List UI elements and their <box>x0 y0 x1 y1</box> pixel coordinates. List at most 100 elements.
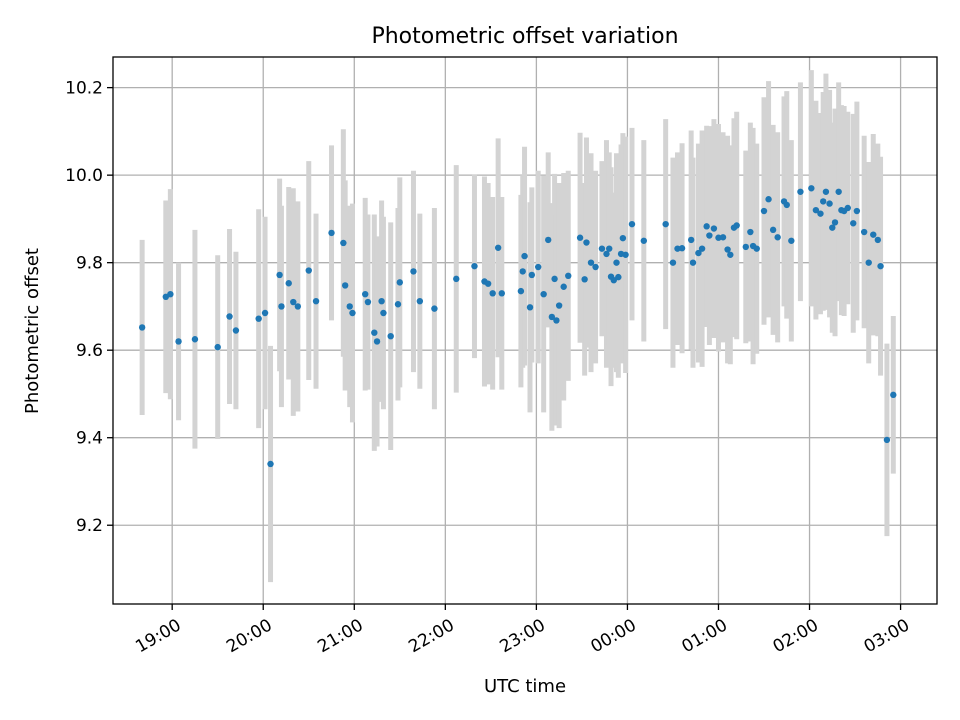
data-point <box>733 222 740 229</box>
y-tick-label: 9.4 <box>76 429 103 449</box>
data-point <box>619 234 627 242</box>
data-point <box>835 188 842 195</box>
data-point <box>853 207 861 215</box>
data-point <box>583 239 590 246</box>
data-point <box>613 259 620 266</box>
data-point <box>765 196 772 203</box>
data-point <box>519 268 526 275</box>
data-point <box>346 303 353 310</box>
data-point <box>396 279 404 286</box>
data-point <box>232 327 240 334</box>
data-point <box>592 263 599 271</box>
data-point <box>545 236 552 244</box>
data-point <box>727 251 734 258</box>
data-point <box>416 297 424 305</box>
data-point <box>565 272 572 279</box>
y-tick-label: 9.8 <box>76 254 103 274</box>
data-point <box>555 302 563 309</box>
chart-title: Photometric offset variation <box>371 24 678 49</box>
data-point <box>603 250 610 258</box>
data-point <box>747 228 754 236</box>
data-point <box>255 315 262 322</box>
y-tick-label: 10.0 <box>65 166 103 186</box>
data-point <box>689 259 697 266</box>
data-point <box>528 271 536 279</box>
data-point <box>640 237 648 244</box>
data-point <box>278 303 285 310</box>
data-point <box>276 271 283 279</box>
data-point <box>498 290 505 297</box>
data-points <box>138 185 897 468</box>
data-point <box>870 231 877 238</box>
data-point <box>877 262 884 270</box>
data-point <box>724 246 731 253</box>
data-point <box>865 259 872 266</box>
data-point <box>167 290 174 298</box>
x-tick-label: 20:00 <box>223 615 275 657</box>
data-point <box>576 234 584 241</box>
data-point <box>305 267 312 274</box>
data-point <box>826 200 833 207</box>
data-point <box>788 237 795 244</box>
data-point <box>598 245 606 252</box>
x-tick-label: 19:00 <box>132 615 184 657</box>
data-point <box>753 245 760 252</box>
data-point <box>808 185 815 192</box>
error-bars <box>139 70 896 583</box>
x-axis-label: UTC time <box>484 676 566 697</box>
data-point <box>581 276 588 283</box>
data-point <box>453 275 460 283</box>
data-point <box>850 220 857 227</box>
data-point <box>362 290 369 298</box>
data-point <box>883 436 891 444</box>
data-point <box>817 210 824 217</box>
data-point <box>742 243 749 251</box>
data-point <box>553 317 560 324</box>
x-tick-label: 22:00 <box>405 615 457 657</box>
data-point <box>175 338 182 345</box>
x-tick-label: 23:00 <box>496 615 548 657</box>
data-point <box>285 280 292 287</box>
data-point <box>340 239 347 247</box>
data-point <box>560 283 567 290</box>
data-point <box>312 297 320 305</box>
data-point <box>517 287 525 295</box>
data-point <box>831 219 839 226</box>
data-point <box>349 309 356 317</box>
data-point <box>371 329 378 336</box>
data-point <box>760 207 768 215</box>
data-point <box>540 290 547 298</box>
data-point <box>267 460 274 468</box>
data-point <box>695 249 702 257</box>
y-ticks: 9.2 9.4 9.6 9.8 10.0 10.2 <box>65 79 113 536</box>
data-point <box>783 201 790 209</box>
data-point <box>587 259 595 266</box>
data-point <box>294 303 302 310</box>
x-tick-label: 03:00 <box>861 615 913 657</box>
data-point <box>494 244 502 251</box>
data-point <box>622 251 629 258</box>
y-tick-label: 10.2 <box>65 79 103 99</box>
x-tick-label: 01:00 <box>679 615 731 657</box>
data-point <box>410 268 417 275</box>
data-point <box>380 309 387 317</box>
data-point <box>774 234 781 241</box>
data-point <box>678 245 686 252</box>
data-point <box>610 276 617 284</box>
data-point <box>822 188 830 195</box>
data-point <box>551 275 558 283</box>
data-point <box>290 298 297 306</box>
data-point <box>214 343 221 351</box>
data-point <box>890 391 897 399</box>
data-point <box>191 336 199 343</box>
y-axis-label: Photometric offset <box>22 248 43 414</box>
data-point <box>874 236 882 244</box>
data-point <box>261 309 269 317</box>
x-tick-label: 00:00 <box>587 615 639 657</box>
data-point <box>844 204 851 212</box>
data-point <box>521 252 528 260</box>
data-point <box>769 226 777 234</box>
x-ticks: 19:00 20:00 21:00 22:00 23:00 00:00 01:00 02:00… <box>132 604 913 657</box>
data-point <box>687 236 695 244</box>
